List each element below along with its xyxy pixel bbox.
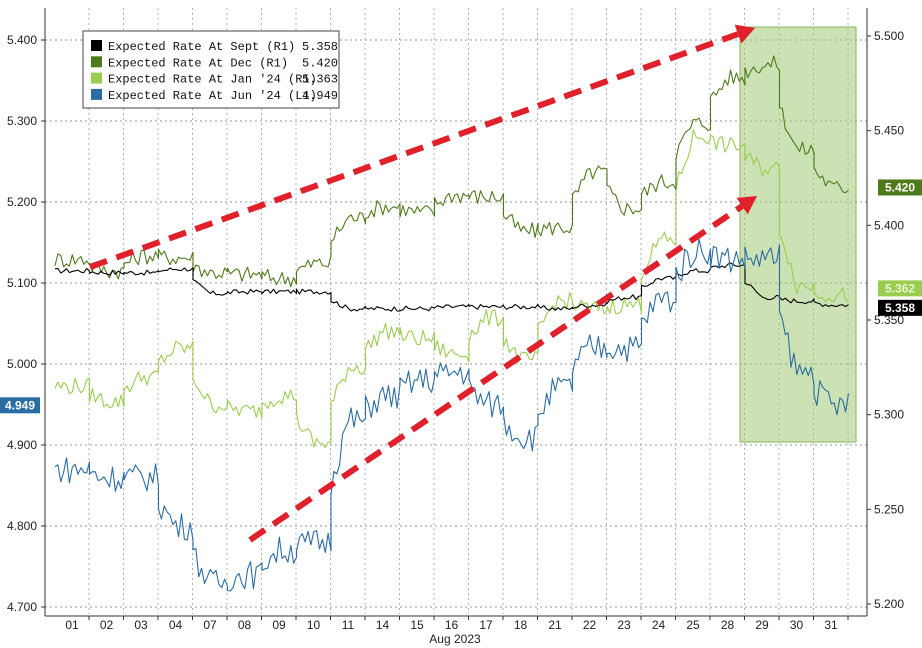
x-tick-label: 09 <box>272 618 286 632</box>
legend-swatch <box>91 88 102 100</box>
right-tick-label: 5.300 <box>874 408 904 422</box>
right-tick-label: 5.400 <box>874 218 904 232</box>
left-tick-label: 4.900 <box>7 438 37 452</box>
x-tick-label: 17 <box>479 618 493 632</box>
left-tick-label: 5.100 <box>7 276 37 290</box>
left-tick-label: 5.400 <box>7 33 37 47</box>
right-tick-label: 5.350 <box>874 313 904 327</box>
x-tick-label: 18 <box>514 618 528 632</box>
legend-value: 5.420 <box>302 56 338 70</box>
x-tick-label: 01 <box>65 618 79 632</box>
legend: Expected Rate At Sept (R1) 5.358 Expected … <box>82 30 340 109</box>
highlight-region <box>739 26 857 443</box>
last-value-tag-text: 5.420 <box>885 180 915 194</box>
right-tick-label: 5.500 <box>874 29 904 43</box>
trend-arrow-head <box>736 196 757 215</box>
x-tick-label: 16 <box>445 618 459 632</box>
trend-arrows <box>88 24 757 543</box>
trend-arrow-head <box>734 24 755 44</box>
last-value-tag <box>878 280 922 297</box>
x-tick-label: 08 <box>238 618 252 632</box>
legend-swatch <box>91 72 102 84</box>
legend-label: Expected Rate At Jun '24 (L1) <box>108 89 317 103</box>
legend-label: Expected Rate At Sept (R1) <box>108 40 295 54</box>
last-value-tag-text: 4.949 <box>5 398 35 412</box>
right-tick-label: 5.450 <box>874 124 904 138</box>
legend-swatch <box>91 40 102 51</box>
right-axis: 5.200 5.250 5.300 5.350 5.400 5.450 5.500 <box>867 29 904 611</box>
x-tick-label: 24 <box>652 618 666 632</box>
trend-arrow-line <box>248 203 744 543</box>
x-tick-label: 30 <box>790 618 804 632</box>
x-tick-label: 29 <box>755 618 769 632</box>
legend-label: Expected Rate At Jan '24 (R1) <box>108 73 317 87</box>
x-tick-label: 11 <box>342 618 355 632</box>
x-tick-label: 31 <box>824 618 838 632</box>
x-tick-label: 22 <box>583 618 597 632</box>
left-tick-label: 5.300 <box>7 114 37 128</box>
trend-arrow-line <box>88 31 740 270</box>
right-tick-label: 5.250 <box>874 502 904 516</box>
last-value-tag-text: 5.362 <box>885 281 915 295</box>
series-line <box>54 238 850 592</box>
x-tick-label: 02 <box>100 618 114 632</box>
legend-value: 4.949 <box>302 89 338 103</box>
last-value-tag <box>0 397 40 414</box>
legend-box <box>82 30 340 109</box>
x-tick-label: 21 <box>548 618 562 632</box>
x-tick-label: 23 <box>617 618 631 632</box>
x-tick-label: 14 <box>376 618 390 632</box>
series-line <box>54 129 849 449</box>
last-value-tags: 5.358 5.420 5.362 4.949 <box>0 179 922 414</box>
x-tick-label: 07 <box>203 618 217 632</box>
x-tick-label: 25 <box>686 618 700 632</box>
plot-frame <box>44 8 868 617</box>
series-line <box>54 262 849 312</box>
series-lines <box>54 55 850 592</box>
x-axis-label: Aug 2023 <box>429 632 481 646</box>
legend-value: 5.358 <box>302 40 338 54</box>
series-line <box>54 55 849 288</box>
legend-label: Expected Rate At Dec (R1) <box>108 56 288 70</box>
x-tick-label: 28 <box>721 618 735 632</box>
left-tick-label: 5.000 <box>7 357 37 371</box>
x-axis: 01 02 03 04 07 08 09 10 11 14 15 16 17 18 21 22 23 24 25 28… <box>65 616 849 632</box>
x-tick-label: 03 <box>134 618 148 632</box>
left-tick-label: 4.700 <box>7 600 37 614</box>
last-value-tag-text: 5.358 <box>885 301 915 315</box>
legend-swatch <box>91 56 102 68</box>
right-tick-label: 5.200 <box>874 597 904 611</box>
left-tick-label: 5.200 <box>7 195 37 209</box>
x-tick-label: 04 <box>169 618 183 632</box>
legend-value: 5.363 <box>302 73 338 87</box>
left-tick-label: 4.800 <box>7 519 37 533</box>
x-tick-label: 15 <box>410 618 424 632</box>
x-tick-label: 10 <box>307 618 321 632</box>
left-axis: 4.700 4.800 4.900 5.000 5.100 5.200 5.300 5.400 <box>7 33 45 614</box>
last-value-tag <box>878 179 922 196</box>
last-value-tag <box>878 299 922 316</box>
